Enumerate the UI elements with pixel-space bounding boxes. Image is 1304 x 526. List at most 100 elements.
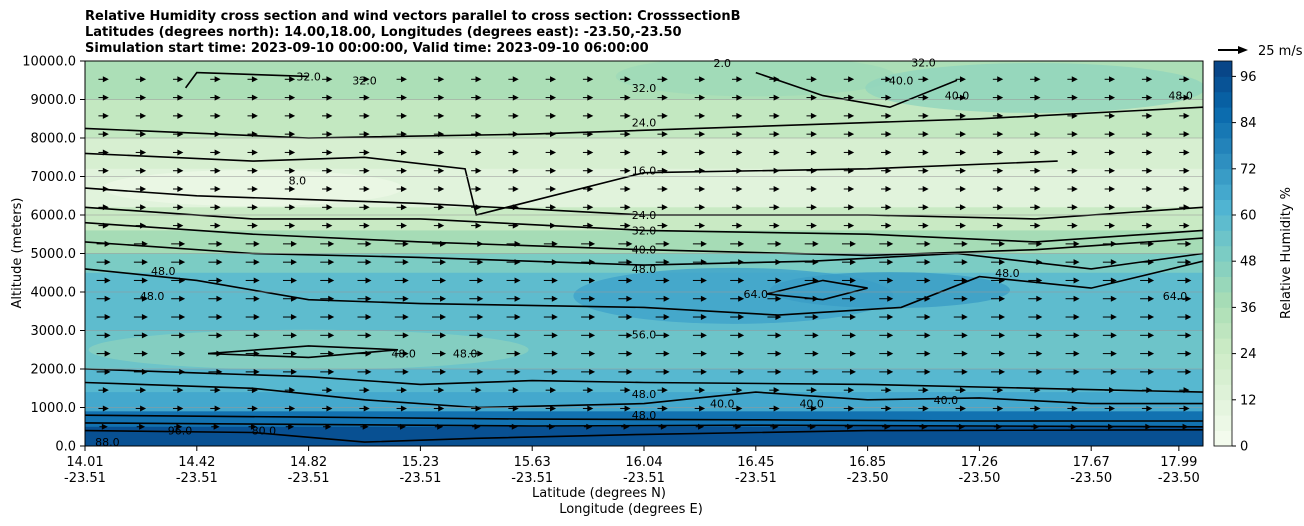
wind-arrow (506, 368, 521, 375)
wind-arrow (692, 368, 707, 375)
wind-arrow (135, 222, 147, 229)
wind-arrow (545, 94, 557, 101)
wind-arrow (171, 368, 186, 375)
wind-arrow (731, 112, 743, 119)
wind-arrow (581, 350, 596, 357)
wind-arrow (543, 277, 558, 284)
wind-arrow (245, 368, 260, 375)
wind-arrow (247, 94, 258, 101)
contour-line (85, 106, 1203, 139)
wind-arrow (322, 186, 333, 193)
wind-arrow (506, 332, 521, 339)
wind-arrow (208, 314, 223, 321)
wind-arrow (1067, 76, 1078, 83)
wind-arrow (1141, 186, 1153, 193)
wind-arrow (208, 259, 223, 266)
wind-arrow (955, 387, 966, 394)
wind-arrow (991, 332, 1006, 339)
wind-arrow (508, 405, 519, 412)
y-tick-label: 4000.0 (31, 286, 77, 301)
wind-arrow (991, 350, 1006, 357)
wind-arrow (433, 112, 445, 119)
wind-arrow (1065, 259, 1080, 266)
rh-band (85, 138, 1203, 170)
wind-arrow (916, 259, 931, 266)
quiver-key: 25 m/s (1218, 44, 1303, 59)
wind-arrow (1028, 314, 1043, 321)
wind-arrow (133, 277, 148, 284)
wind-arrow (208, 277, 223, 284)
wind-arrow (545, 405, 557, 412)
y-tick-label: 9000.0 (31, 93, 77, 108)
colorbar-tick-label: 12 (1240, 393, 1257, 408)
y-tick-label: 6000.0 (31, 209, 77, 224)
wind-arrow (993, 423, 1003, 430)
wind-arrow (506, 259, 521, 266)
wind-arrow (322, 76, 333, 83)
wind-arrow (98, 112, 109, 119)
wind-arrow (843, 149, 855, 156)
colorbar-tick-label: 48 (1240, 255, 1257, 270)
wind-arrow (769, 76, 780, 83)
wind-arrow (469, 295, 484, 302)
wind-arrow (172, 387, 184, 394)
wind-arrow (320, 259, 335, 266)
contour-label: 88.0 (95, 436, 120, 449)
wind-arrow (618, 295, 633, 302)
colorbar-segment (1214, 122, 1232, 139)
colorbar-tick-label: 24 (1240, 347, 1257, 362)
wind-arrow (582, 186, 594, 193)
wind-arrow (1028, 240, 1043, 247)
wind-arrow (620, 204, 631, 211)
wind-arrow (320, 332, 335, 339)
wind-arrow (282, 368, 297, 375)
wind-arrow (953, 332, 968, 339)
rh-blob (88, 329, 529, 370)
wind-arrow (208, 350, 223, 357)
wind-arrow (357, 259, 372, 266)
wind-arrow (953, 314, 968, 321)
rh-filled-contours (85, 61, 1203, 446)
wind-arrow (1177, 240, 1192, 247)
wind-arrow (731, 186, 743, 193)
colorbar-segment (1214, 307, 1232, 324)
x-tick-label-lat: 16.04 (625, 455, 662, 470)
wind-arrow (694, 94, 706, 101)
wind-arrow (992, 112, 1004, 119)
wind-arrow (508, 167, 519, 174)
chart-title-line-3: Simulation start time: 2023-09-10 00:00:… (85, 41, 649, 56)
y-tick-label: 10000.0 (22, 55, 76, 70)
wind-arrow (1177, 314, 1192, 321)
wind-arrow (694, 405, 706, 412)
wind-arrow (433, 222, 445, 229)
wind-arrow (135, 405, 147, 412)
wind-arrow (582, 405, 594, 412)
wind-arrow (1140, 259, 1155, 266)
wind-arrow (359, 186, 370, 193)
wind-arrow (806, 222, 817, 229)
wind-arrow (1141, 149, 1153, 156)
wind-arrow (394, 277, 409, 284)
wind-arrow (1179, 149, 1190, 156)
wind-arrow (992, 222, 1004, 229)
colorbar-segment (1214, 292, 1232, 308)
wind-arrow (133, 240, 148, 247)
colorbar-segment (1214, 107, 1232, 123)
wind-arrow (1179, 131, 1190, 138)
wind-arrow (98, 387, 109, 394)
wind-arrow (433, 204, 445, 211)
wind-arrow (432, 295, 447, 302)
rh-blob (615, 61, 896, 97)
wind-arrow (543, 240, 558, 247)
wind-arrow (731, 222, 743, 229)
wind-arrow (841, 295, 856, 302)
wind-arrow (806, 149, 817, 156)
colorbar-segment (1214, 153, 1232, 170)
wind-arrow (98, 186, 109, 193)
wind-arrow (98, 76, 109, 83)
wind-arrow (1065, 332, 1080, 339)
wind-arrow (618, 368, 633, 375)
wind-arrow (1104, 204, 1116, 211)
wind-arrow (730, 259, 745, 266)
wind-arrow (1177, 350, 1192, 357)
